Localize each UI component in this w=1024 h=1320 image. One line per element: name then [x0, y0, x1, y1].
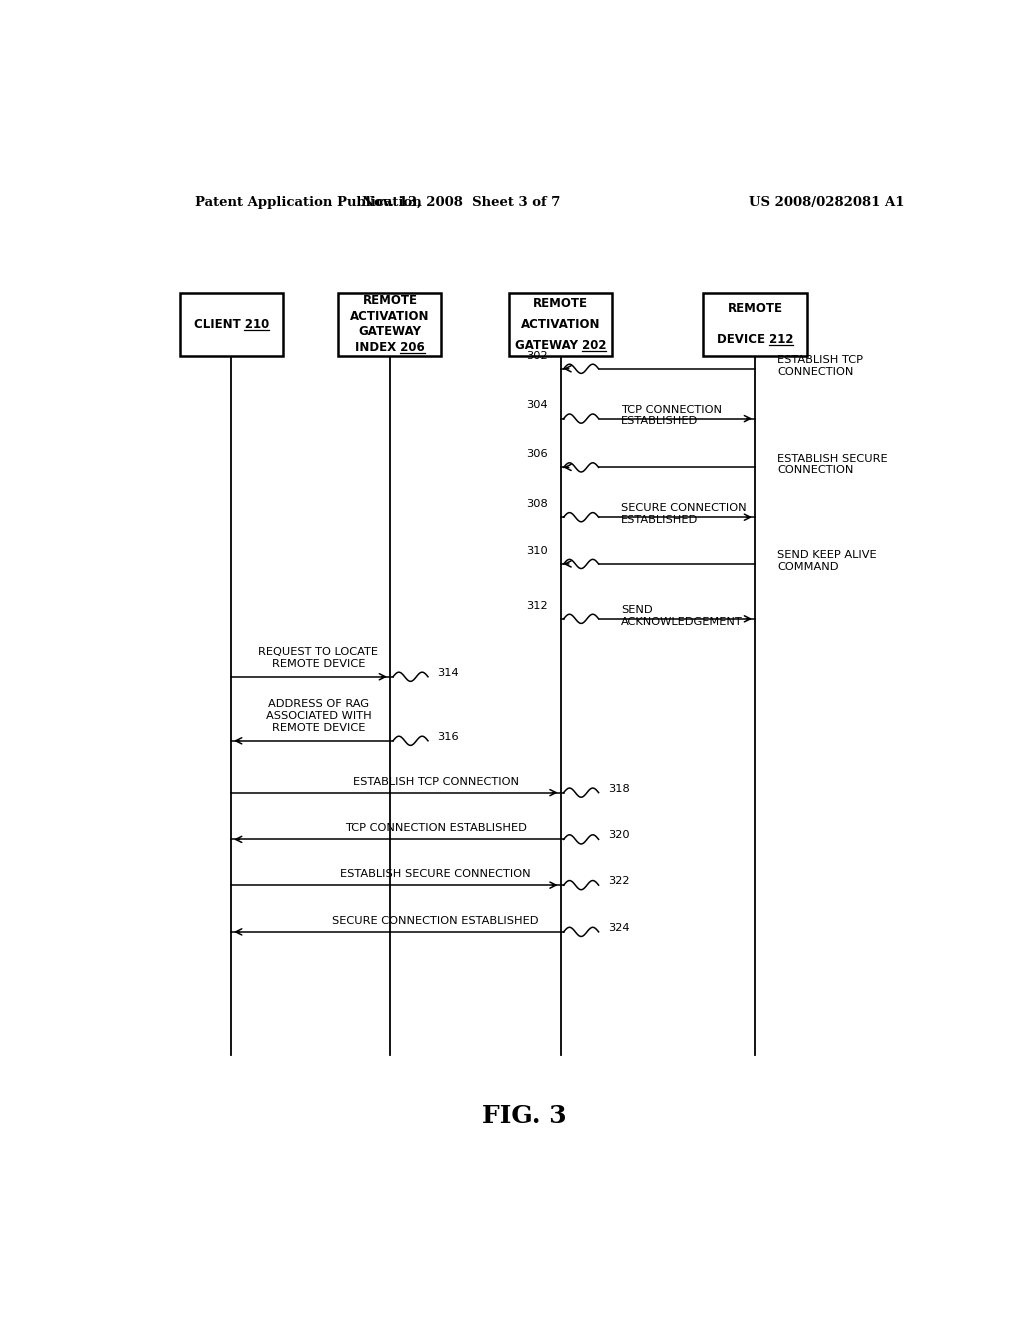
Text: GATEWAY: GATEWAY	[358, 326, 422, 338]
Text: ESTABLISH SECURE
CONNECTION: ESTABLISH SECURE CONNECTION	[777, 454, 888, 475]
Text: ESTABLISH SECURE CONNECTION: ESTABLISH SECURE CONNECTION	[340, 869, 530, 879]
Text: TCP CONNECTION ESTABLISHED: TCP CONNECTION ESTABLISHED	[345, 824, 526, 833]
Text: ADDRESS OF RAG
ASSOCIATED WITH
REMOTE DEVICE: ADDRESS OF RAG ASSOCIATED WITH REMOTE DE…	[265, 700, 372, 733]
Text: ACTIVATION: ACTIVATION	[350, 310, 430, 322]
Text: 304: 304	[526, 400, 548, 411]
Text: DEVICE 212: DEVICE 212	[717, 334, 794, 346]
Text: INDEX 206: INDEX 206	[355, 341, 425, 354]
Text: 308: 308	[526, 499, 548, 510]
Text: ESTABLISH TCP
CONNECTION: ESTABLISH TCP CONNECTION	[777, 355, 863, 376]
Text: FIG. 3: FIG. 3	[482, 1104, 567, 1127]
Text: 312: 312	[526, 601, 548, 611]
Text: 318: 318	[608, 784, 630, 793]
Text: TCP CONNECTION
ESTABLISHED: TCP CONNECTION ESTABLISHED	[621, 405, 722, 426]
Text: 310: 310	[526, 545, 548, 556]
Text: GATEWAY 202: GATEWAY 202	[515, 338, 606, 351]
Text: SECURE CONNECTION
ESTABLISHED: SECURE CONNECTION ESTABLISHED	[621, 503, 746, 525]
Text: SEND
ACKNOWLEDGEMENT: SEND ACKNOWLEDGEMENT	[621, 605, 742, 627]
Text: 306: 306	[526, 449, 548, 459]
Text: Patent Application Publication: Patent Application Publication	[196, 195, 422, 209]
Bar	[509, 293, 612, 355]
Text: REQUEST TO LOCATE
REMOTE DEVICE: REQUEST TO LOCATE REMOTE DEVICE	[258, 647, 379, 669]
Text: CLIENT 210: CLIENT 210	[194, 318, 268, 330]
Text: REMOTE: REMOTE	[362, 294, 418, 308]
Text: 324: 324	[608, 923, 630, 933]
Text: SEND KEEP ALIVE
COMMAND: SEND KEEP ALIVE COMMAND	[777, 550, 877, 572]
Text: Nov. 13, 2008  Sheet 3 of 7: Nov. 13, 2008 Sheet 3 of 7	[362, 195, 560, 209]
Text: ACTIVATION: ACTIVATION	[521, 318, 600, 330]
Bar	[179, 293, 283, 355]
Text: US 2008/0282081 A1: US 2008/0282081 A1	[749, 195, 904, 209]
Text: REMOTE: REMOTE	[534, 297, 588, 310]
Text: 314: 314	[437, 668, 459, 677]
Bar	[338, 293, 441, 355]
Text: REMOTE: REMOTE	[727, 302, 782, 314]
Text: 320: 320	[608, 830, 630, 841]
Text: SECURE CONNECTION ESTABLISHED: SECURE CONNECTION ESTABLISHED	[332, 916, 539, 925]
Text: 316: 316	[437, 731, 459, 742]
Text: 302: 302	[526, 351, 548, 360]
Text: 322: 322	[608, 876, 630, 886]
Bar	[703, 293, 807, 355]
Text: ESTABLISH TCP CONNECTION: ESTABLISH TCP CONNECTION	[352, 776, 518, 787]
